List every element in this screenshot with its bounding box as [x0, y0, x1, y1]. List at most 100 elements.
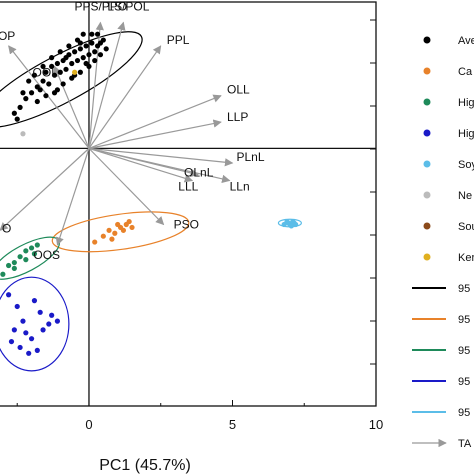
- data-point: [57, 69, 63, 75]
- data-point: [89, 40, 95, 46]
- data-point: [51, 72, 58, 78]
- data-point: [43, 93, 49, 99]
- data-point: [17, 254, 23, 260]
- legend-label: Soy: [458, 159, 474, 171]
- data-point: [89, 31, 95, 37]
- data-point: [31, 72, 38, 78]
- loading-label: O: [2, 221, 11, 235]
- data-point: [112, 230, 118, 236]
- data-point: [74, 57, 81, 64]
- data-point: [109, 236, 115, 242]
- data-point: [31, 251, 38, 257]
- data-point: [46, 81, 52, 87]
- data-point: [20, 131, 26, 137]
- legend-marker: [423, 36, 431, 44]
- data-point: [23, 330, 29, 336]
- data-point: [63, 55, 69, 61]
- legend-label: Ave: [458, 35, 474, 47]
- x-tick-label: 0: [85, 417, 92, 432]
- data-point: [77, 69, 83, 75]
- loading-label: OLL: [227, 83, 250, 97]
- legend-marker: [423, 191, 431, 199]
- data-point: [23, 257, 29, 263]
- data-point: [80, 31, 86, 37]
- data-point: [11, 259, 17, 266]
- data-point: [34, 347, 40, 353]
- legend-label: Ker: [458, 252, 474, 264]
- loading-label: OOS: [33, 248, 60, 262]
- data-point: [54, 318, 61, 324]
- data-point: [14, 303, 20, 310]
- loading-arrow: [55, 148, 90, 246]
- data-point: [40, 63, 46, 70]
- data-point: [72, 49, 78, 55]
- loading-arrow: [8, 45, 90, 149]
- loading-arrow: [88, 119, 222, 149]
- loading-label: LLP: [227, 110, 248, 124]
- data-point: [129, 224, 135, 231]
- data-point: [31, 298, 38, 304]
- data-point: [103, 46, 109, 52]
- data-point: [6, 292, 12, 298]
- plot-frame: [0, 1, 377, 407]
- loading-label: OOP: [0, 29, 15, 43]
- data-point: [26, 350, 32, 356]
- data-point: [11, 265, 17, 272]
- data-point: [37, 87, 43, 93]
- data-point: [72, 69, 78, 75]
- legend: Ave Ca Hig Hig Soy Ne Sou Ker 95 95 95 95 95 TA: [412, 35, 474, 450]
- loading-arrow: [88, 45, 162, 149]
- confidence-ellipse: [0, 276, 70, 372]
- data-point: [126, 218, 132, 225]
- data-point: [94, 31, 101, 37]
- legend-label: Ne: [458, 190, 472, 202]
- confidence-ellipse: [51, 211, 190, 253]
- loading-label: OLnL: [184, 166, 214, 180]
- data-point: [54, 60, 61, 67]
- data-point: [66, 43, 72, 49]
- data-point: [60, 81, 66, 87]
- data-point: [49, 312, 55, 318]
- legend-label: 95: [458, 407, 470, 419]
- loading-arrow: [88, 94, 222, 149]
- data-point: [49, 63, 55, 70]
- data-point: [63, 66, 69, 72]
- data-point: [14, 116, 20, 122]
- data-point: [6, 262, 12, 269]
- data-point: [92, 239, 98, 245]
- data-point: [23, 248, 29, 254]
- data-point: [46, 321, 52, 327]
- data-point: [8, 338, 15, 345]
- data-point: [291, 220, 297, 226]
- legend-marker: [423, 98, 431, 106]
- loading-label: PPL: [167, 33, 190, 47]
- legend-label: 95: [458, 314, 470, 326]
- data-point: [17, 344, 23, 351]
- data-point: [43, 69, 49, 75]
- data-point: [97, 40, 104, 46]
- loading-label: PLnL: [236, 150, 264, 164]
- data-point: [92, 57, 98, 64]
- legend-label: 95: [458, 345, 470, 357]
- data-point: [20, 318, 26, 324]
- data-point: [83, 60, 89, 67]
- data-point: [34, 242, 40, 248]
- loading-arrow: [88, 147, 165, 226]
- loading-arrow: [53, 65, 90, 149]
- data-point: [49, 55, 55, 61]
- data-point: [77, 40, 83, 46]
- data-point: [34, 98, 40, 105]
- loading-label: OOL: [33, 65, 59, 79]
- legend-label: Ca: [458, 66, 473, 78]
- loading-label: PPS/PPO: [74, 0, 127, 13]
- legend-label: 95: [458, 283, 470, 295]
- data-point: [120, 227, 127, 233]
- data-point: [54, 87, 61, 93]
- loading-label: LLn: [230, 180, 250, 194]
- loading-label: PSO: [174, 217, 199, 231]
- data-point: [100, 233, 106, 239]
- legend-label: TA: [458, 438, 472, 450]
- data-point: [40, 78, 46, 84]
- data-point: [17, 104, 23, 110]
